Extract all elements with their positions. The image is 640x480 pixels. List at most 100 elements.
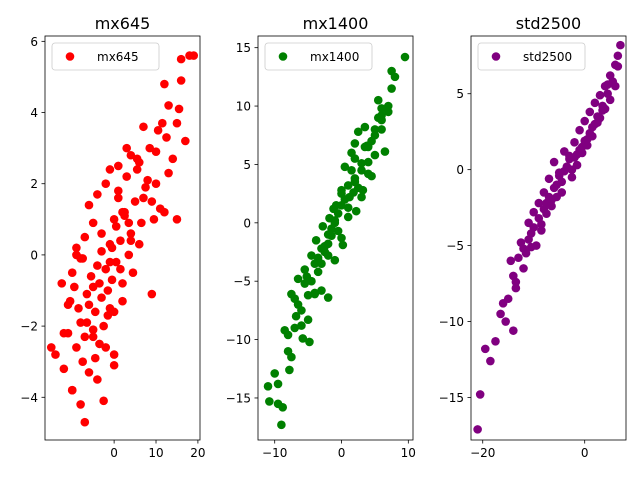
scatter-points: [263, 52, 410, 430]
data-point: [333, 226, 343, 236]
data-point: [151, 179, 161, 189]
data-point: [265, 397, 274, 406]
data-point: [78, 357, 88, 366]
data-point: [82, 289, 92, 299]
data-point: [122, 172, 131, 181]
data-point: [595, 90, 605, 100]
data-point: [357, 192, 366, 202]
data-point: [338, 240, 348, 250]
data-point: [383, 101, 393, 111]
data-point: [72, 243, 81, 253]
data-point: [509, 326, 518, 335]
data-point: [506, 256, 516, 266]
data-point: [285, 365, 294, 375]
data-point: [613, 51, 623, 61]
data-point: [290, 323, 300, 333]
y-tick-label: −4: [20, 391, 38, 405]
legend-box: [51, 42, 160, 71]
data-point: [176, 54, 186, 64]
y-tick-label: 4: [30, 106, 38, 120]
data-point: [486, 356, 495, 366]
y-tick-label: 0: [30, 248, 38, 262]
data-point: [118, 296, 127, 306]
data-point: [293, 274, 303, 284]
data-point: [181, 136, 190, 146]
data-point: [109, 215, 119, 224]
data-point: [343, 203, 353, 212]
data-point: [72, 343, 81, 352]
axes-frame: [257, 35, 414, 441]
data-point: [283, 330, 293, 340]
data-point: [363, 169, 373, 179]
data-point: [519, 264, 528, 273]
data-point: [293, 300, 303, 309]
data-point: [46, 343, 56, 352]
legend-marker: [491, 52, 501, 61]
data-point: [524, 235, 533, 244]
data-point: [473, 425, 482, 434]
data-point: [97, 293, 106, 302]
data-point: [95, 279, 104, 288]
data-point: [323, 239, 333, 249]
data-point: [103, 311, 113, 320]
data-point: [610, 81, 620, 91]
data-point: [132, 165, 142, 174]
scatter-points: [473, 40, 625, 434]
axes-frame: [470, 35, 627, 441]
legend: mx1400: [264, 42, 373, 71]
data-point: [114, 186, 123, 196]
data-point: [90, 353, 100, 363]
data-point: [93, 375, 102, 384]
x-tick-label: 0: [110, 446, 118, 460]
legend-marker: [278, 52, 288, 61]
data-point: [174, 104, 184, 114]
subplot-title: mx645: [95, 14, 151, 33]
axes-frame: [44, 35, 201, 441]
data-point: [529, 223, 539, 232]
data-point: [330, 216, 340, 225]
data-point: [317, 244, 326, 253]
data-point: [101, 264, 111, 274]
data-point: [72, 250, 81, 260]
data-point: [149, 215, 159, 224]
data-point: [337, 233, 346, 243]
y-tick-label: −5: [446, 239, 464, 253]
data-point: [145, 143, 155, 153]
data-point: [90, 307, 100, 317]
data-point: [88, 332, 98, 342]
data-point: [480, 344, 490, 354]
data-point: [323, 251, 333, 260]
data-point: [300, 279, 310, 288]
data-point: [305, 337, 314, 347]
data-point: [514, 253, 523, 263]
data-point: [526, 242, 536, 252]
data-point: [557, 188, 567, 197]
data-point: [172, 118, 182, 128]
x-tick-label: 0: [338, 446, 346, 460]
data-point: [124, 250, 134, 260]
data-point: [122, 143, 131, 153]
legend-label: mx645: [97, 50, 139, 64]
data-point: [373, 95, 383, 105]
data-point: [297, 321, 306, 330]
data-point: [590, 98, 600, 108]
data-point: [303, 315, 313, 325]
data-point: [67, 385, 77, 395]
data-point: [97, 247, 106, 256]
data-point: [598, 106, 607, 115]
subplot-std2500: std2500 −20 0 −15 −10 −5 0 5 std2500: [439, 14, 627, 460]
data-point: [88, 325, 98, 334]
data-point: [310, 288, 320, 298]
x-tick-label: 10: [401, 446, 416, 460]
data-point: [300, 265, 310, 274]
data-point: [137, 218, 146, 228]
data-point: [99, 321, 108, 331]
data-point: [570, 138, 579, 147]
data-point: [107, 275, 117, 285]
data-point: [84, 368, 94, 377]
data-point: [76, 318, 85, 327]
data-point: [349, 188, 358, 197]
data-point: [147, 197, 157, 206]
data-point: [313, 267, 323, 277]
